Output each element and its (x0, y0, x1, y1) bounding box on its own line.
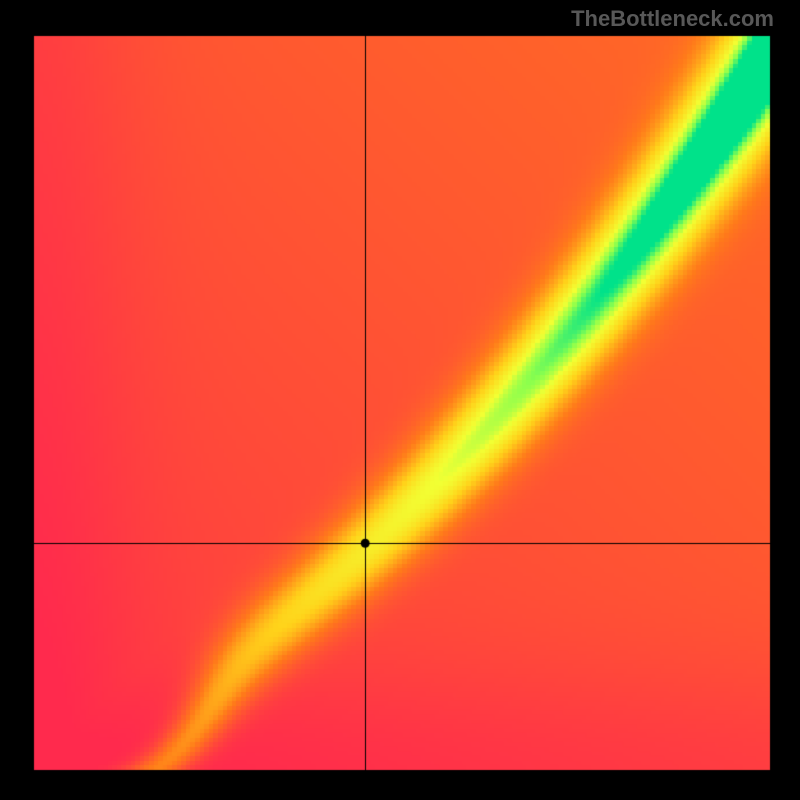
heatmap-canvas (0, 0, 800, 800)
chart-container: TheBottleneck.com (0, 0, 800, 800)
watermark-text: TheBottleneck.com (571, 6, 774, 32)
